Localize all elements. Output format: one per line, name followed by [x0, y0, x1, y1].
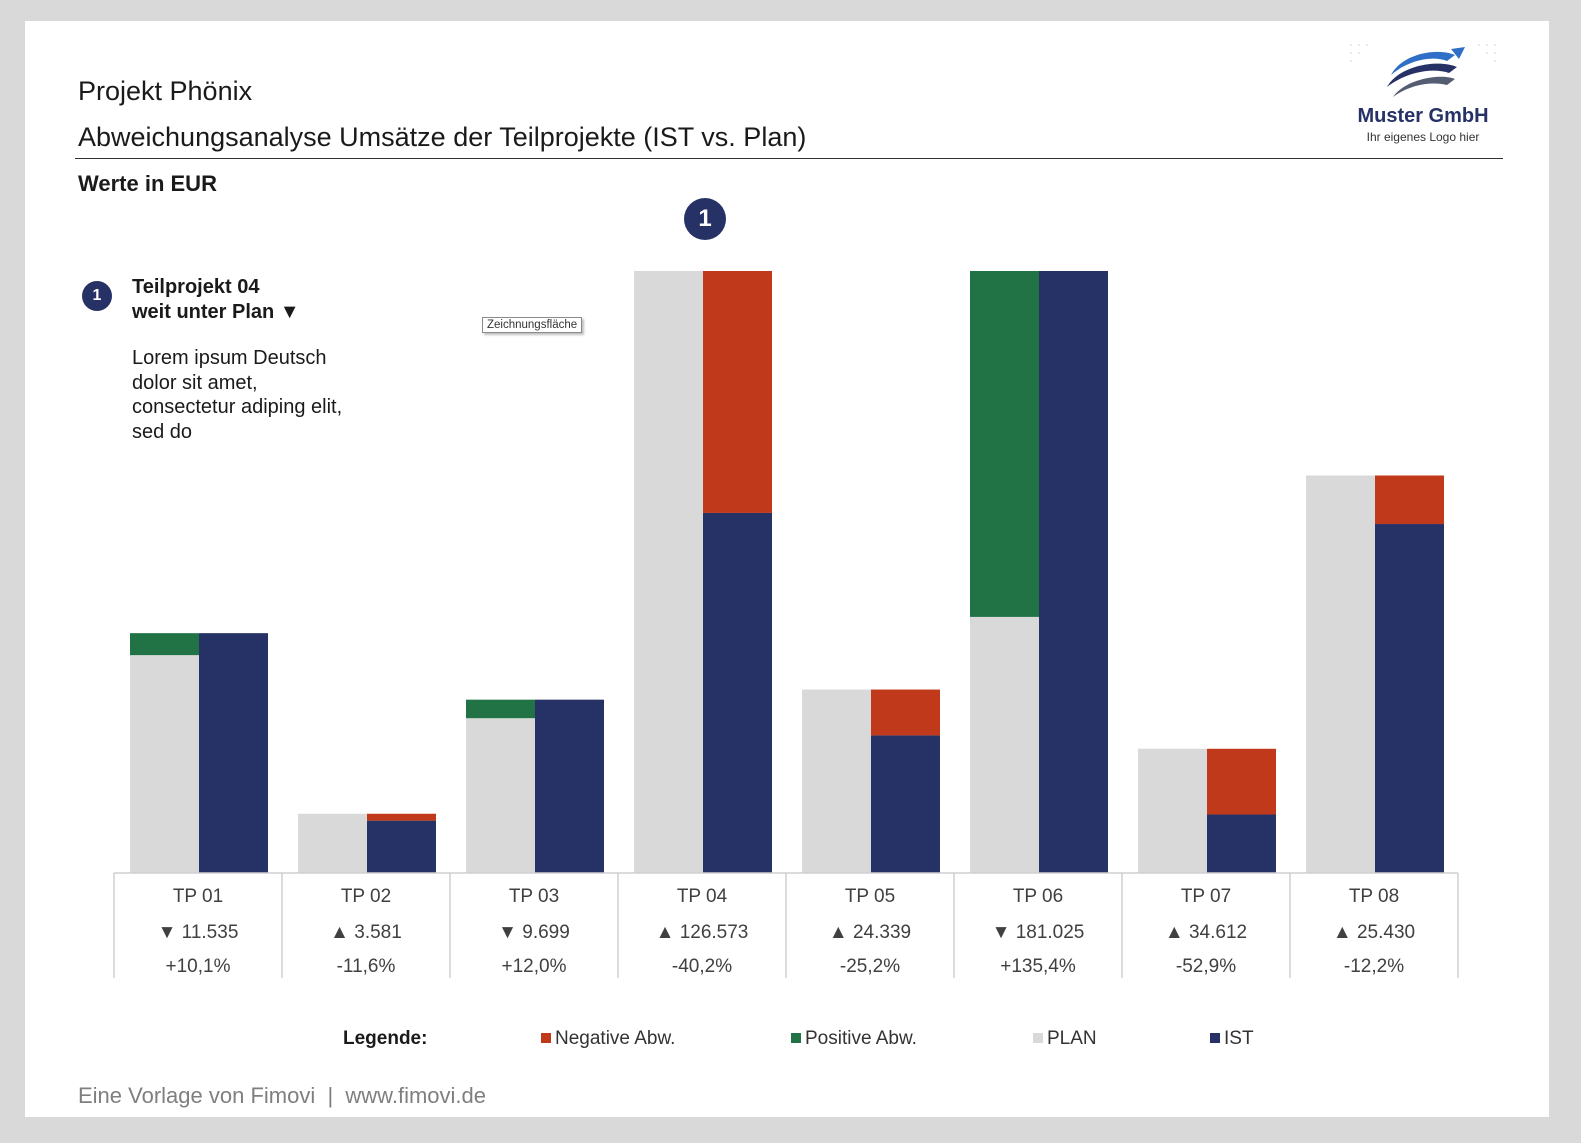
note-body-line: Lorem ipsum Deutsch	[132, 347, 327, 369]
legend-swatch-plan	[1033, 1033, 1043, 1043]
plot-area-tooltip: Zeichnungsfläche	[482, 317, 583, 333]
deviation-bar-chart: TP 01 ▼ 11.535 +10,1% TP 02 ▲ 3.581 -11,6% TP …	[113, 271, 1459, 978]
footer-credit: Eine Vorlage von Fimovi | www.fimovi.de	[78, 1083, 486, 1108]
header-divider	[75, 158, 1503, 159]
plan-bar	[1306, 475, 1375, 873]
deviation-value-label: ▼ 9.699	[498, 922, 570, 943]
legend-label-positive: Positive Abw.	[805, 1028, 917, 1049]
category-label: TP 03	[509, 886, 559, 907]
category-label: TP 07	[1181, 886, 1231, 907]
deviation-percent-label: -52,9%	[1176, 956, 1236, 977]
units-label: Werte in EUR	[78, 171, 217, 196]
plan-bar	[634, 271, 703, 873]
project-title: Projekt Phönix	[78, 76, 253, 106]
deviation-percent-label: +135,4%	[1000, 956, 1076, 977]
report-subtitle: Abweichungsanalyse Umsätze der Teilproje…	[78, 122, 807, 152]
ist-bar	[535, 699, 604, 873]
negative-deviation-bar	[1207, 748, 1276, 815]
plan-bar	[130, 655, 199, 873]
legend-swatch-ist	[1210, 1033, 1220, 1043]
logo-emblem-icon	[1350, 44, 1496, 97]
note-body-line: consectetur adiping elit,	[132, 396, 343, 418]
deviation-value-label: ▲ 25.430	[1333, 922, 1415, 943]
note-body-line: dolor sit amet,	[132, 371, 258, 394]
category-label: TP 04	[677, 886, 728, 907]
ist-bar	[871, 735, 940, 873]
category-label: TP 05	[845, 886, 895, 907]
negative-deviation-bar	[703, 271, 772, 513]
report-page: Projekt Phönix Abweichungsanalyse Umsätz…	[25, 21, 1549, 1117]
deviation-percent-label: -25,2%	[840, 956, 900, 977]
deviation-percent-label: -11,6%	[337, 956, 396, 977]
ist-bar	[367, 820, 436, 873]
legend-label-negative: Negative Abw.	[555, 1028, 676, 1049]
category-label: TP 02	[341, 886, 391, 907]
category-label: TP 08	[1349, 886, 1399, 907]
note-body-line: sed do	[132, 420, 193, 443]
ist-bar	[1375, 524, 1444, 873]
ist-bar	[1039, 271, 1108, 873]
positive-deviation-bar	[130, 633, 199, 656]
ist-bar	[199, 633, 268, 873]
legend-item-positive: Positive Abw.	[791, 1028, 917, 1050]
deviation-value-label: ▲ 3.581	[330, 922, 402, 943]
plan-bar	[298, 813, 367, 873]
legend-item-plan: PLAN	[1033, 1028, 1097, 1050]
company-logo: Muster GmbH Ihr eigenes Logo hier	[1343, 39, 1503, 149]
deviation-value-label: ▲ 126.573	[656, 922, 749, 943]
negative-deviation-bar	[367, 813, 436, 821]
deviation-value-label: ▼ 181.025	[992, 922, 1085, 943]
legend-label-plan: PLAN	[1047, 1028, 1097, 1049]
legend-item-ist: IST	[1210, 1028, 1254, 1050]
negative-deviation-bar	[871, 689, 940, 736]
deviation-value-label: ▲ 24.339	[829, 922, 911, 943]
positive-deviation-bar	[466, 699, 535, 719]
deviation-percent-label: -12,2%	[1344, 956, 1404, 977]
note-title-line: weit unter Plan ▼	[132, 301, 300, 323]
legend-item-negative: Negative Abw.	[541, 1028, 675, 1050]
plan-bar	[466, 718, 535, 873]
note-title-line: Teilprojekt 04	[132, 276, 260, 298]
deviation-percent-label: -40,2%	[672, 956, 732, 977]
category-label: TP 01	[173, 886, 223, 907]
deviation-percent-label: +10,1%	[166, 956, 231, 977]
positive-deviation-bar	[970, 271, 1039, 617]
note-body: Lorem ipsum Deutsch dolor sit amet, cons…	[132, 346, 392, 444]
plan-bar	[1138, 748, 1207, 873]
deviation-percent-label: +12,0%	[502, 956, 567, 977]
logo-company-name: Muster GmbH	[1357, 105, 1489, 127]
plan-bar	[802, 689, 871, 873]
category-label: TP 06	[1013, 886, 1063, 907]
legend-swatch-negative	[541, 1033, 551, 1043]
plan-bar	[970, 616, 1039, 873]
legend-label-ist: IST	[1224, 1028, 1254, 1049]
deviation-value-label: ▲ 34.612	[1165, 922, 1247, 943]
chart-marker-badge: 1	[684, 198, 726, 240]
note-marker-badge: 1	[82, 281, 112, 311]
legend-swatch-positive	[791, 1033, 801, 1043]
note-title: Teilprojekt 04 weit unter Plan ▼	[132, 275, 392, 325]
legend-title: Legende:	[343, 1028, 428, 1049]
deviation-value-label: ▼ 11.535	[158, 922, 239, 943]
ist-bar	[703, 512, 772, 873]
negative-deviation-bar	[1375, 475, 1444, 525]
ist-bar	[1207, 814, 1276, 873]
logo-slogan: Ihr eigenes Logo hier	[1366, 130, 1480, 144]
